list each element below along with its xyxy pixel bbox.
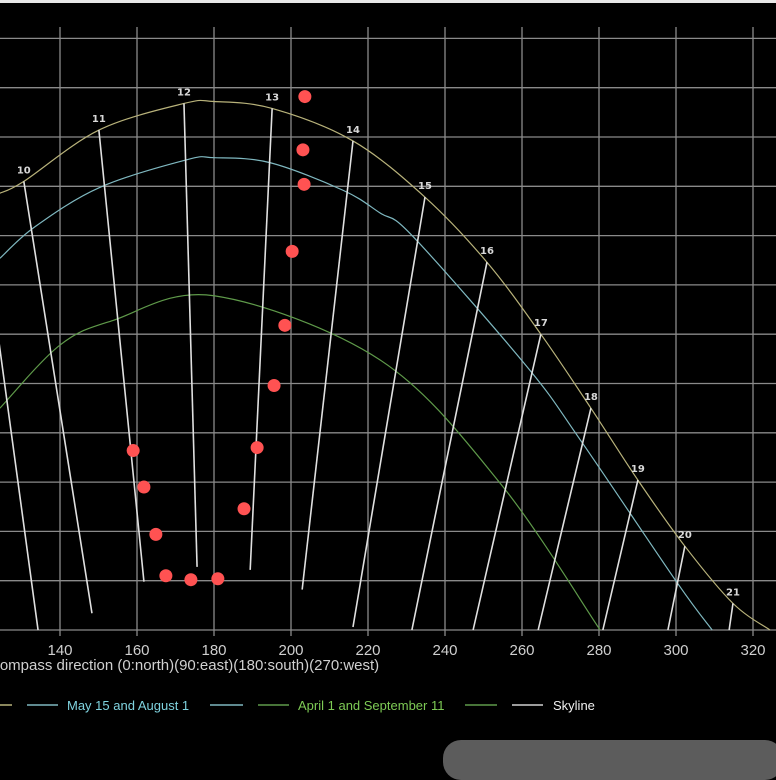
sun-path-curve-1 bbox=[0, 156, 713, 631]
hour-line-12 bbox=[183, 103, 198, 567]
hour-line-21 bbox=[728, 603, 734, 631]
x-tick-label: 320 bbox=[740, 642, 765, 659]
bottom-sheet-handle[interactable] bbox=[443, 740, 776, 780]
skyline-point bbox=[237, 502, 251, 516]
grid bbox=[0, 27, 776, 636]
hour-line-15 bbox=[352, 197, 426, 628]
x-tick-label: 180 bbox=[201, 642, 226, 659]
hour-label-13: 13 bbox=[265, 92, 279, 103]
skyline-point bbox=[296, 143, 310, 157]
x-tick-label: 240 bbox=[432, 642, 457, 659]
hour-label-11: 11 bbox=[92, 114, 106, 125]
legend-label: May 15 and August 1 bbox=[67, 698, 189, 713]
x-tick-label: 280 bbox=[586, 642, 611, 659]
skyline-point bbox=[184, 573, 198, 587]
hour-label-15: 15 bbox=[418, 181, 432, 192]
hour-label-16: 16 bbox=[480, 246, 494, 257]
skyline-point bbox=[126, 444, 140, 458]
hour-line-10 bbox=[23, 181, 93, 614]
x-tick-label: 220 bbox=[355, 642, 380, 659]
hour-line-14 bbox=[301, 140, 354, 590]
skyline-point bbox=[159, 569, 173, 583]
legend-label: Skyline bbox=[553, 698, 595, 713]
x-tick-label: 300 bbox=[663, 642, 688, 659]
hour-label-21: 21 bbox=[726, 587, 740, 598]
x-tick-label: 200 bbox=[278, 642, 303, 659]
skyline-point bbox=[298, 90, 312, 104]
hour-label-19: 19 bbox=[631, 464, 645, 475]
hour-lines: 10 11 12 13 14 15 16 17 18 19 20 21 bbox=[0, 87, 740, 631]
skyline-point bbox=[211, 572, 225, 586]
hour-label-18: 18 bbox=[584, 392, 598, 403]
hour-line-18 bbox=[537, 407, 592, 631]
hour-label-12: 12 bbox=[177, 87, 191, 98]
skyline-point bbox=[137, 480, 151, 494]
hour-label-10: 10 bbox=[17, 165, 31, 176]
hour-line-20 bbox=[667, 546, 686, 631]
hour-line-16 bbox=[411, 262, 488, 631]
legend-label: April 1 and September 11 bbox=[298, 698, 444, 713]
hour-label-17: 17 bbox=[534, 318, 548, 329]
x-axis-label: Compass direction (0:north)(90:east)(180… bbox=[0, 657, 379, 674]
hour-line-13 bbox=[249, 108, 273, 570]
hour-label-20: 20 bbox=[678, 530, 692, 541]
hour-line-9 bbox=[0, 343, 39, 631]
x-tick-label: 140 bbox=[47, 642, 72, 659]
hour-line-19 bbox=[602, 479, 639, 631]
hour-label-14: 14 bbox=[346, 125, 360, 136]
top-strip bbox=[0, 0, 776, 3]
skyline-point bbox=[297, 177, 311, 191]
x-tick-labels: 140 160 180 200 220 240 260 280 300 320 bbox=[47, 642, 765, 659]
sun-path-curves bbox=[0, 99, 771, 631]
hour-line-17 bbox=[472, 334, 542, 631]
hour-line-11 bbox=[98, 130, 145, 582]
skyline-point bbox=[278, 318, 292, 332]
x-tick-label: 260 bbox=[509, 642, 534, 659]
skyline-points bbox=[126, 90, 312, 587]
sun-path-chart: 10 11 12 13 14 15 16 17 18 19 20 21 140 160 180 200 220… bbox=[0, 27, 776, 713]
sun-path-curve-2 bbox=[0, 294, 601, 631]
skyline-point bbox=[149, 527, 163, 541]
skyline-point bbox=[285, 244, 299, 258]
sun-path-curve-0 bbox=[0, 99, 771, 631]
skyline-point bbox=[250, 441, 264, 455]
skyline-point bbox=[267, 378, 281, 392]
x-tick-label: 160 bbox=[124, 642, 149, 659]
legend: May 15 and August 1 April 1 and September… bbox=[0, 698, 595, 713]
